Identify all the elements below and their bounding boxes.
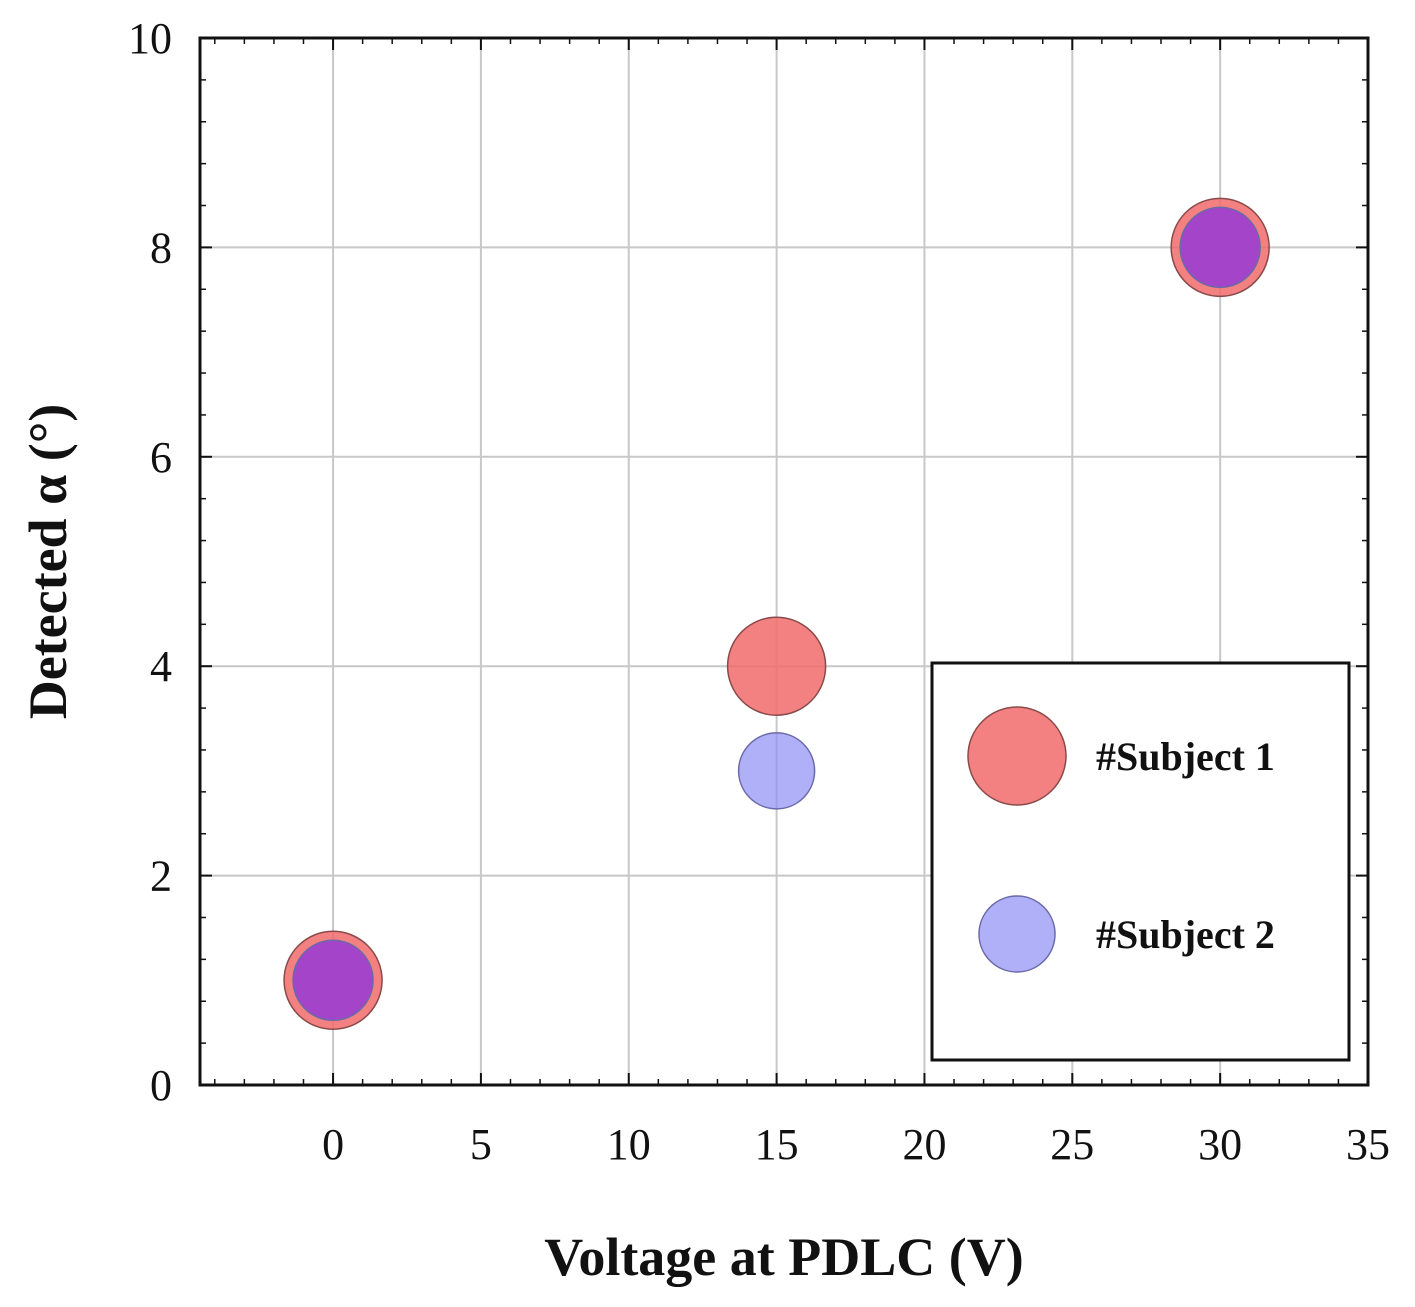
y-tick-label: 10 <box>128 14 172 63</box>
legend-label-subject-2: #Subject 2 <box>1096 912 1275 957</box>
point-subject-1 <box>726 616 827 716</box>
data-points <box>283 197 1270 1031</box>
point-subject-2 <box>737 732 816 810</box>
y-tick-label: 4 <box>150 642 172 691</box>
x-tick-label: 30 <box>1198 1120 1242 1169</box>
x-tick-label: 5 <box>470 1120 492 1169</box>
y-axis-title: Detected α (°) <box>18 404 78 720</box>
y-tick-label: 0 <box>150 1061 172 1110</box>
x-tick-label: 15 <box>755 1120 799 1169</box>
point-subject-2 <box>1179 206 1261 289</box>
y-tick-label: 2 <box>150 852 172 901</box>
legend-label-subject-1: #Subject 1 <box>1096 734 1275 779</box>
y-tick-label: 6 <box>150 433 172 482</box>
plot-frame <box>198 36 1370 1087</box>
x-axis-title: Voltage at PDLC (V) <box>544 1227 1023 1287</box>
x-tick-label: 35 <box>1346 1120 1390 1169</box>
legend-marker-subject-2 <box>978 895 1056 973</box>
y-tick-label: 8 <box>150 223 172 272</box>
x-tick-labels: 0 5 10 15 20 25 30 35 <box>322 1120 1390 1169</box>
x-tick-label: 20 <box>902 1120 946 1169</box>
x-tick-label: 0 <box>322 1120 344 1169</box>
legend-marker-subject-1 <box>967 706 1067 806</box>
legend: #Subject 1 #Subject 2 <box>930 661 1351 1062</box>
x-tick-label: 25 <box>1050 1120 1094 1169</box>
x-tick-label: 10 <box>607 1120 651 1169</box>
point-subject-2 <box>292 939 374 1022</box>
y-tick-labels: 0 2 4 6 8 10 <box>128 14 172 1110</box>
